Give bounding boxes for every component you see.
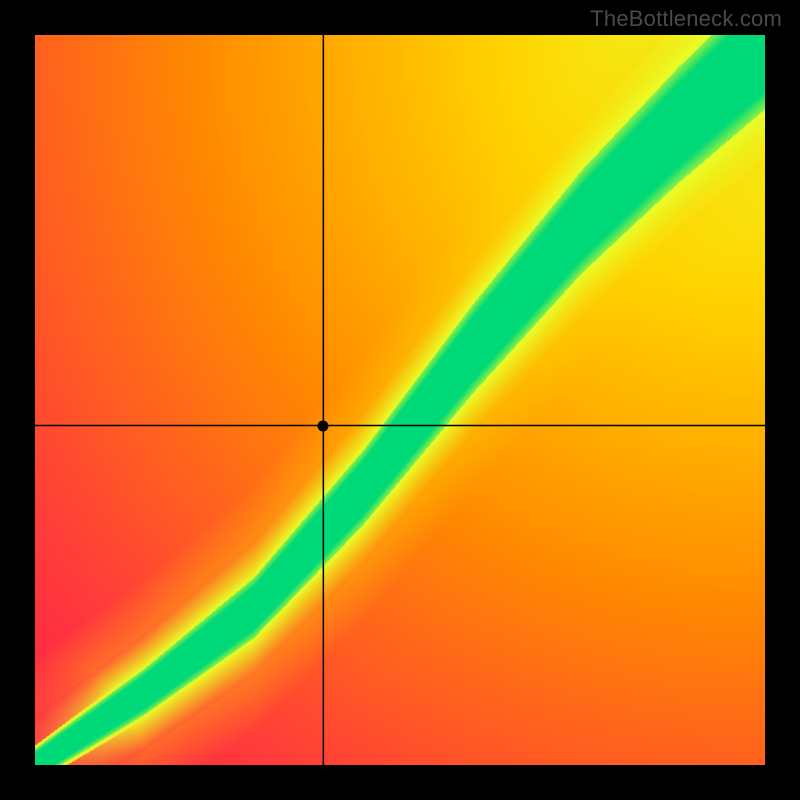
chart-frame: TheBottleneck.com <box>0 0 800 800</box>
heatmap-plot <box>35 35 765 765</box>
crosshair-marker <box>318 420 329 431</box>
watermark-text: TheBottleneck.com <box>590 6 782 32</box>
heatmap-canvas <box>35 35 765 765</box>
